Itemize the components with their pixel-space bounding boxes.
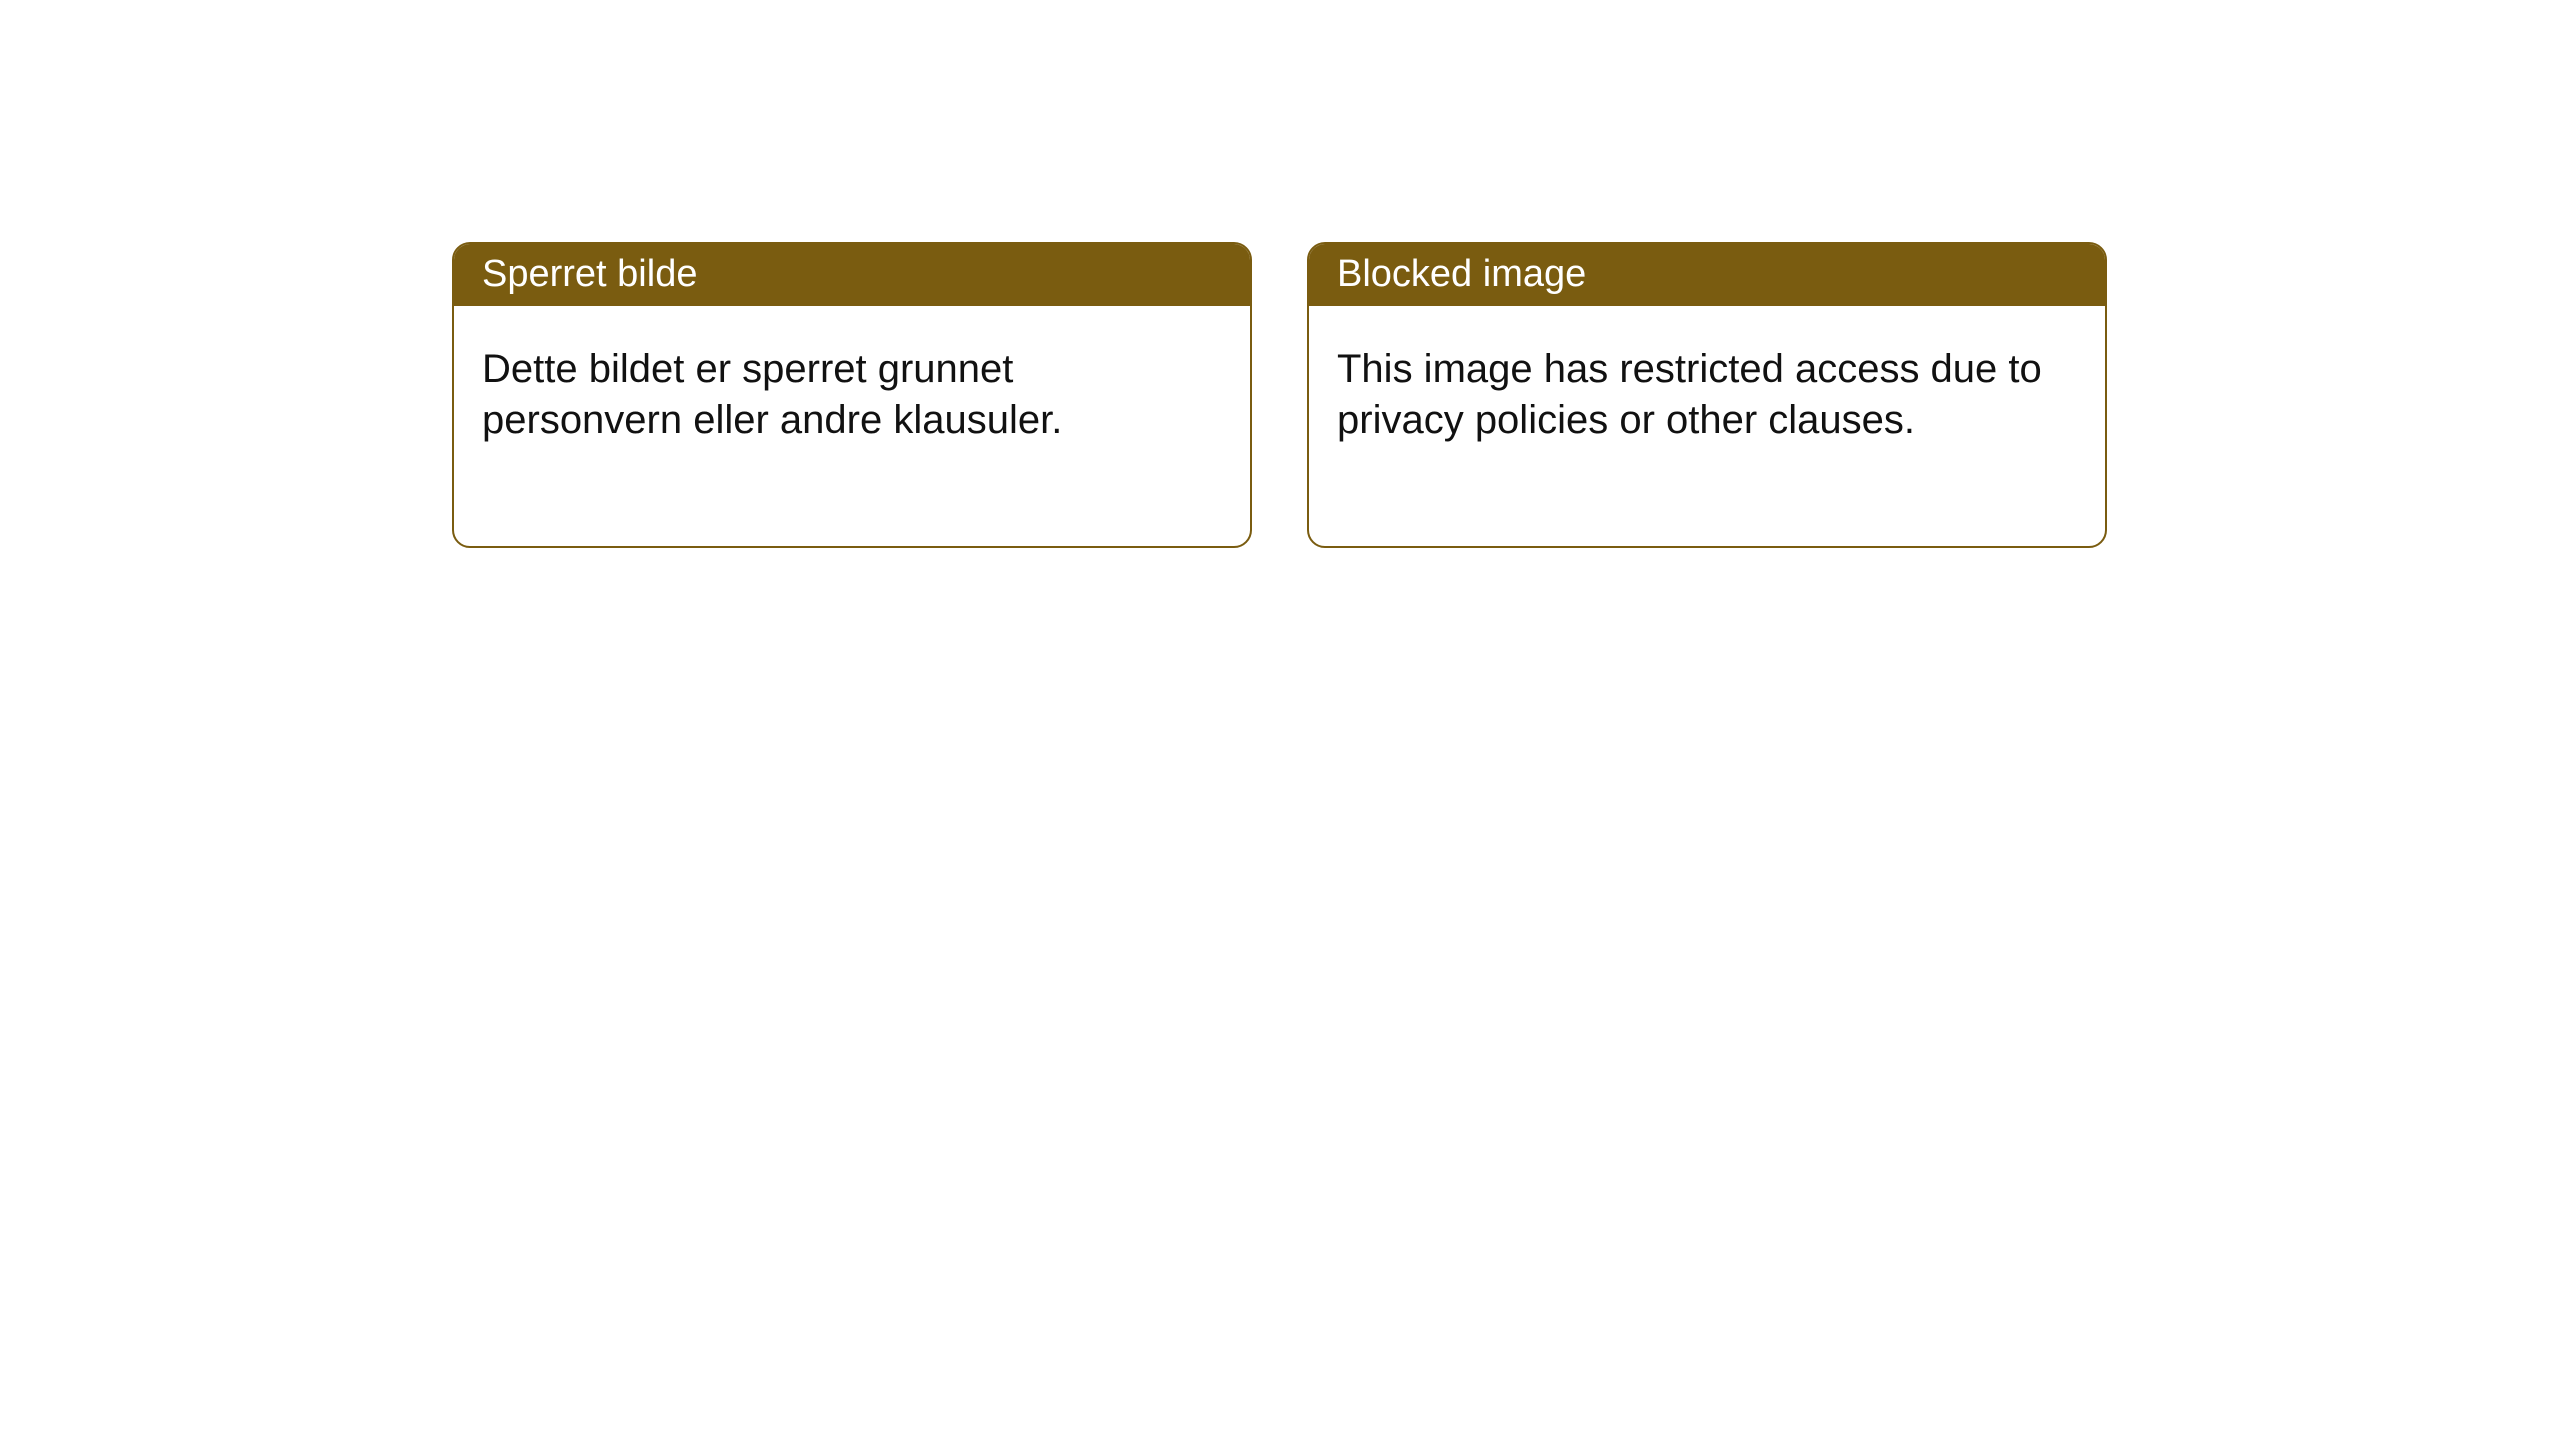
notice-body-english: This image has restricted access due to …	[1309, 306, 2105, 546]
notice-body-norwegian: Dette bildet er sperret grunnet personve…	[454, 306, 1250, 546]
notice-title-english: Blocked image	[1309, 244, 2105, 306]
notice-card-english: Blocked image This image has restricted …	[1307, 242, 2107, 548]
notice-title-norwegian: Sperret bilde	[454, 244, 1250, 306]
notice-card-norwegian: Sperret bilde Dette bildet er sperret gr…	[452, 242, 1252, 548]
notice-container: Sperret bilde Dette bildet er sperret gr…	[0, 0, 2560, 548]
